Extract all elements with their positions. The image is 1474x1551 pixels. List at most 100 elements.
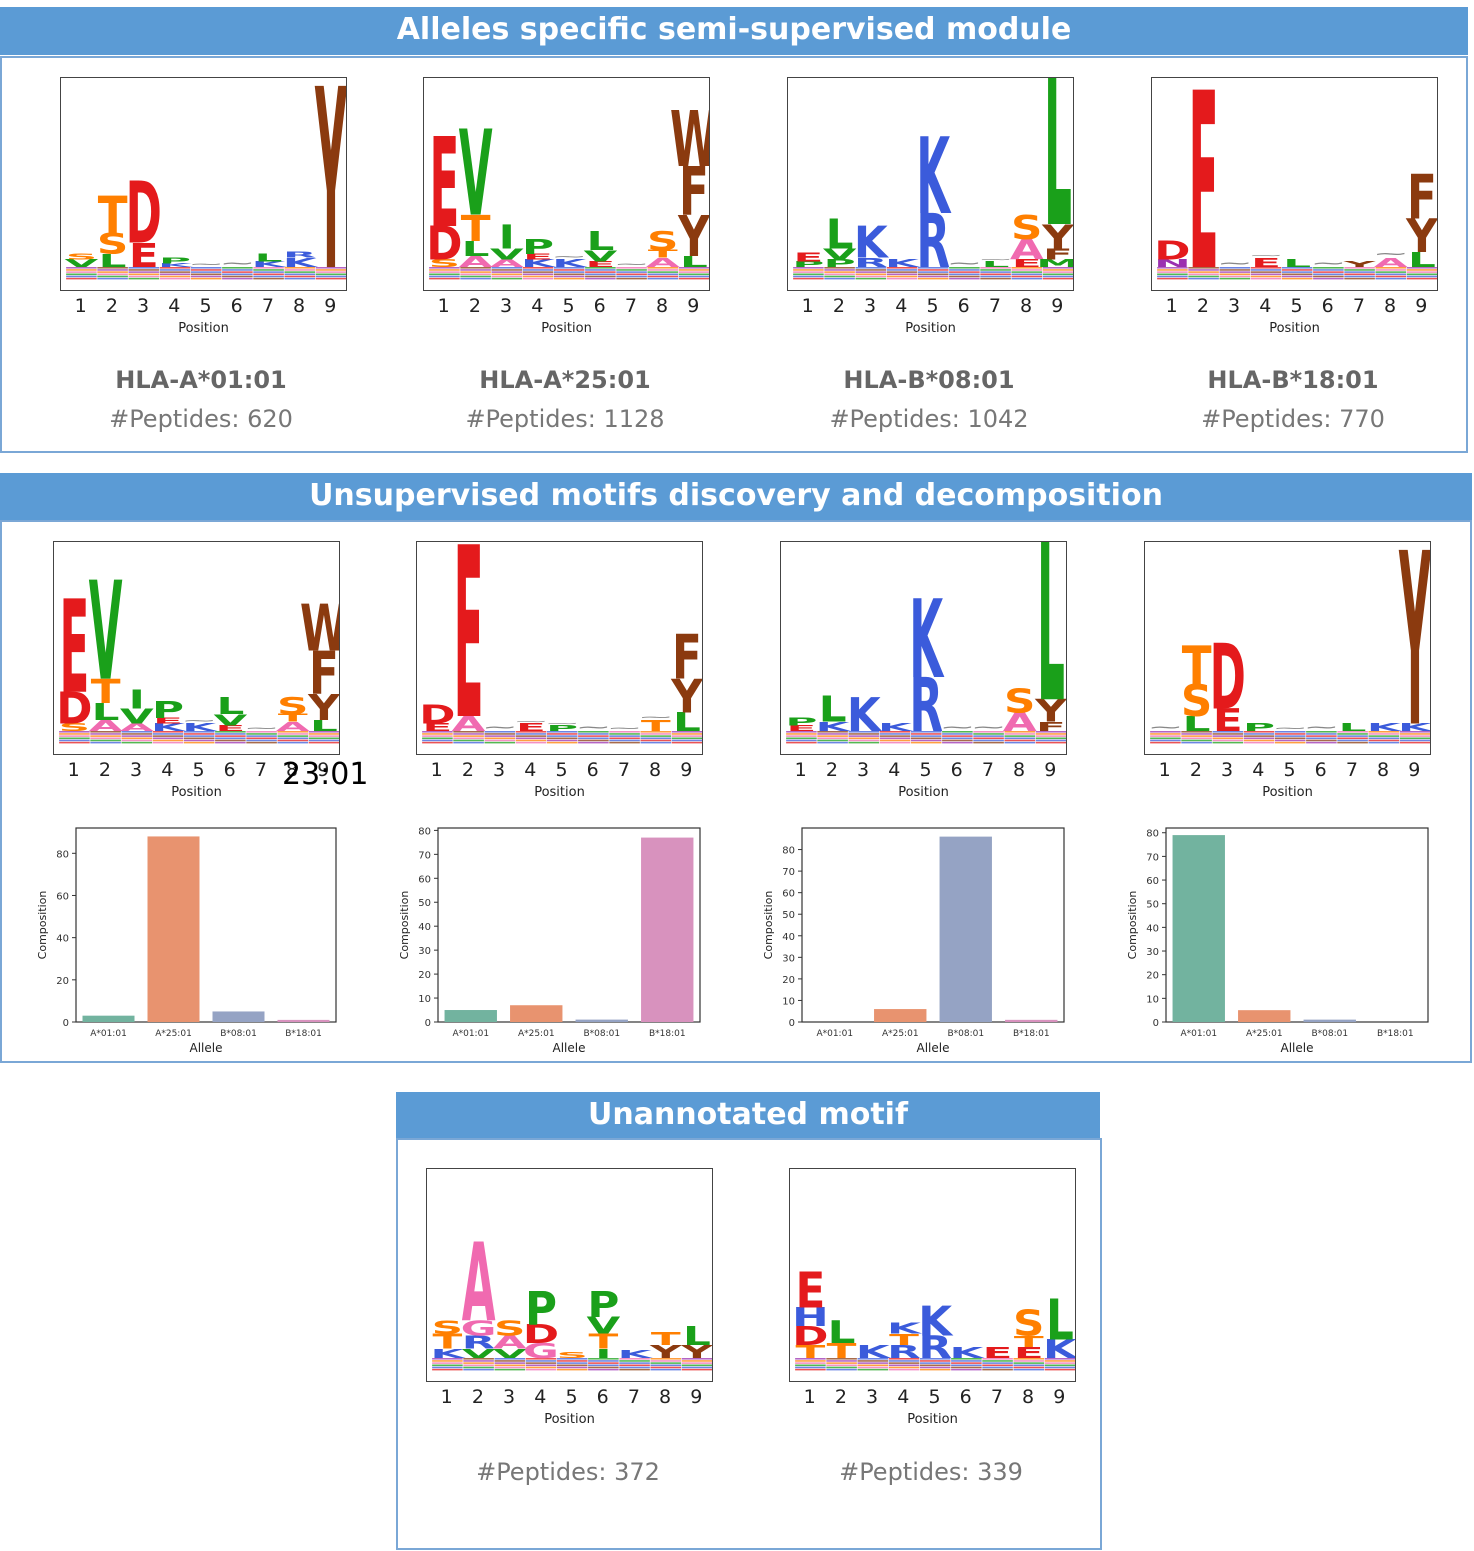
chart-frame — [437, 827, 701, 1023]
logo-noise-stripe — [681, 1358, 712, 1360]
logo-letter-K: K — [158, 262, 195, 268]
logo-noise-stripe — [1368, 741, 1400, 744]
logo-noise-stripe — [453, 737, 484, 740]
logo-noise-stripe — [982, 1358, 1013, 1360]
logo-noise-stripe — [588, 1364, 619, 1367]
logo-letter-S: S — [277, 694, 308, 720]
position-tick: 8 — [649, 759, 662, 781]
logo-noise-stripe — [1243, 739, 1275, 742]
logo-noise-stripe — [588, 1360, 619, 1362]
x-tick-label: B*18:01 — [1013, 1029, 1050, 1039]
logo-noise-stripe — [879, 731, 911, 733]
x-tick-label: A*25:01 — [1246, 1029, 1283, 1039]
logo-noise-stripe — [1181, 731, 1212, 733]
logo-noise-stripe — [824, 277, 855, 280]
logo-noise-stripe — [681, 1366, 712, 1369]
y-tick-label: 60 — [418, 874, 431, 885]
logo-noise-stripe — [1344, 267, 1375, 269]
logo-noise-stripe — [460, 273, 491, 276]
position-tick: 5 — [555, 759, 568, 781]
chart-frame — [801, 827, 1065, 1023]
logo-noise-stripe — [1281, 271, 1313, 273]
logo-noise-stripe — [484, 739, 516, 742]
logo-noise-stripe — [973, 737, 1004, 740]
logo-letter-G: G — [461, 1317, 497, 1341]
y-tick-label: 0 — [63, 1018, 69, 1029]
peptide-count-b0801: #Peptides: 1042 — [829, 405, 1029, 433]
unannotated-header: Unannotated motif — [396, 1092, 1100, 1140]
logo-noise-stripe — [553, 273, 585, 276]
logo-noise-stripe — [826, 1366, 857, 1369]
logo-letter-P: P — [525, 1281, 557, 1335]
logo-noise-stripe — [1274, 731, 1306, 733]
logo-noise-stripe — [484, 741, 516, 744]
logo-noise-stripe — [494, 1358, 526, 1360]
logo-noise-stripe — [919, 1364, 951, 1367]
logo-noise-stripe — [491, 277, 523, 280]
position-tick: 4 — [531, 295, 544, 317]
logo-letter-L: L — [586, 227, 614, 256]
position-tick: 5 — [1290, 295, 1303, 317]
logo-noise-stripe — [671, 733, 702, 735]
logo-noise-stripe — [494, 1360, 526, 1362]
logo-noise-stripe — [793, 269, 824, 271]
x-tick-label: B*08:01 — [947, 1029, 984, 1039]
logo-noise-stripe — [1044, 1362, 1075, 1364]
position-tick: 1 — [440, 1386, 453, 1408]
logo-noise-stripe — [1337, 741, 1368, 744]
logo-letter-F: F — [1043, 245, 1073, 263]
y-tick-label: 30 — [782, 953, 795, 964]
x-axis-label: Allele — [190, 1041, 223, 1055]
logo-noise-stripe — [879, 741, 911, 744]
logo-noise-stripe — [422, 731, 453, 733]
y-tick-label: 0 — [425, 1018, 431, 1029]
logo-noise-stripe — [1344, 275, 1375, 278]
position-tick: 8 — [659, 1386, 672, 1408]
logo-noise-stripe — [491, 275, 523, 278]
logo-noise-stripe — [1035, 735, 1066, 737]
logo-noise-stripe — [215, 731, 246, 733]
logo-noise-stripe — [640, 739, 672, 742]
position-tick: 2 — [825, 759, 838, 781]
position-tick: 9 — [687, 295, 700, 317]
y-tick-label: 40 — [56, 934, 69, 945]
position-tick: 2 — [98, 759, 111, 781]
logo-noise-stripe — [826, 1358, 857, 1360]
logo-noise-stripe — [1337, 739, 1368, 742]
logo-noise-stripe — [556, 1364, 588, 1367]
logo-letter-F: F — [679, 154, 709, 231]
logo-letter-P: P — [1243, 722, 1275, 734]
logo-noise-stripe — [616, 275, 647, 278]
logo-noise-stripe — [222, 267, 253, 269]
x-tick-label: A*25:01 — [518, 1029, 555, 1039]
semi-supervised-header: Alleles specific semi-supervised module — [0, 7, 1468, 55]
logo-noise-stripe — [429, 277, 460, 280]
logo-letter-L: L — [673, 708, 701, 737]
logo-noise-stripe — [910, 739, 942, 742]
y-tick-label: 50 — [1146, 900, 1159, 911]
logo-letter-R: R — [918, 1330, 952, 1366]
logo-letter-S: S — [1004, 682, 1035, 721]
position-tick: 8 — [293, 295, 306, 317]
logo-noise-stripe — [315, 267, 346, 269]
logo-noise-stripe — [463, 1360, 494, 1362]
logo-noise-stripe — [671, 731, 702, 733]
logo-noise-stripe — [284, 277, 316, 280]
position-tick: 6 — [593, 295, 606, 317]
logo-noise-stripe — [973, 733, 1004, 735]
y-tick-label: 40 — [1146, 923, 1159, 934]
logo-noise-stripe — [578, 737, 609, 740]
logo-noise-stripe — [159, 271, 191, 273]
y-axis-label: Composition — [36, 891, 49, 960]
position-tick: 8 — [1013, 759, 1026, 781]
logo-noise-stripe — [1042, 269, 1073, 271]
bar-b0801 — [1303, 1019, 1356, 1022]
logo-noise-stripe — [917, 269, 949, 271]
logo-letter-X: ~ — [513, 719, 550, 725]
logo-noise-stripe — [1219, 277, 1251, 280]
logo-noise-stripe — [121, 739, 153, 742]
position-tick: 5 — [1283, 759, 1296, 781]
logo-letter-F: F — [309, 640, 339, 708]
